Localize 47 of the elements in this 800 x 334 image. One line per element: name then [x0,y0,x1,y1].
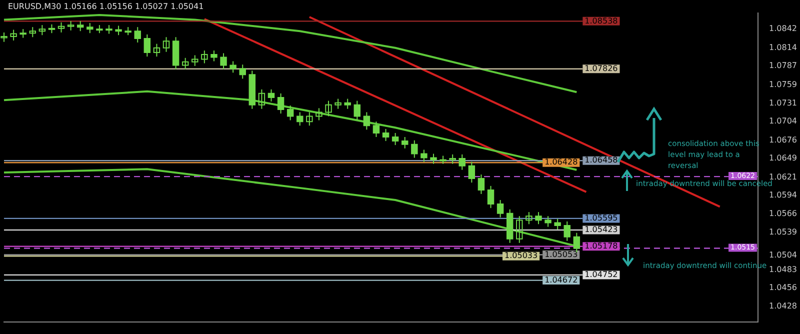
candlestick [526,212,532,225]
y-tick-label: 1.0814 [769,42,798,52]
y-tick-label: 1.0566 [769,209,798,218]
y-tick-label: 1.0621 [769,172,798,182]
y-tick-label: 1.0594 [769,190,798,200]
ref-line-label: 1.04752 [584,270,618,280]
candlestick [258,88,266,110]
ref-line-label: 1.05423 [584,225,618,234]
candlestick [516,216,523,244]
y-tick-label: 1.0428 [769,302,798,311]
y-tick-label: 1.0456 [769,282,798,292]
candlestick [316,108,322,121]
ref-line-label: 1.05178 [584,241,618,250]
ref-line-label: 1.07826 [584,64,618,73]
ref-line-label: 1.06428 [544,158,578,167]
y-tick-label: 1.0759 [769,80,798,89]
candlestick [192,54,198,66]
candlestick [325,100,332,117]
y-tick-label: 1.0539 [769,227,798,236]
candlestick [182,57,189,70]
candlestick [306,112,313,126]
candlestick [153,43,160,58]
y-tick-label: 1.0704 [769,116,798,126]
ref-line-label: 1.08538 [584,16,618,26]
y-tick-label: 1.0483 [769,264,798,274]
ref-line-label: 1.05053 [544,250,578,259]
candlestick [449,154,456,164]
candlestick [162,36,170,52]
candlestick [10,29,17,41]
chart-title: EURUSD,M30 1.05166 1.05156 1.05027 1.05041 [8,2,204,12]
y-tick-label: 1.0842 [769,24,798,34]
ref-line-label: 1.05595 [584,214,618,223]
ref-line-label: 1.04672 [544,275,578,284]
candlestick [201,50,208,64]
candlestick [58,22,65,33]
candlestick [29,26,36,38]
candlestick [0,32,8,42]
ref-line-label: 1.05033 [504,251,538,260]
ref-line-label: 1.06458 [584,156,618,165]
candlestick [38,24,46,36]
y-tick-label: 1.0787 [769,61,798,70]
y-tick-label: 1.0504 [769,250,798,260]
candlestick [334,98,342,110]
y-tick-label: 1.0731 [769,98,798,108]
y-tick-label: 1.0649 [769,154,798,163]
candlestick [67,20,74,31]
y-tick-label: 1.0676 [769,135,798,144]
